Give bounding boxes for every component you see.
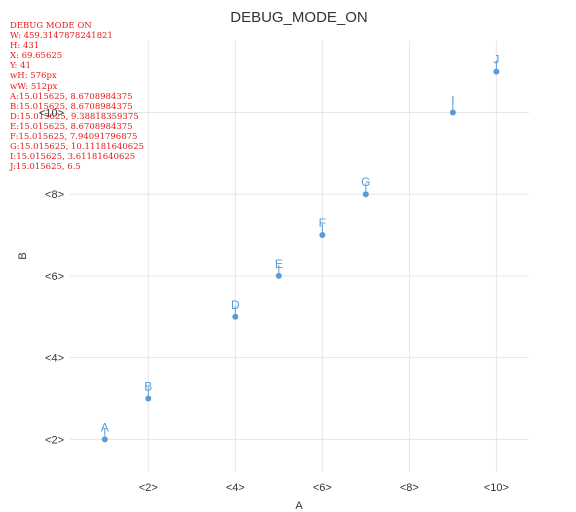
- data-point-a[interactable]: [101, 436, 108, 443]
- data-point-j[interactable]: [493, 68, 500, 75]
- debug-line: wW: 512px: [10, 81, 58, 92]
- point-label: I: [451, 93, 454, 107]
- debug-line: wH: 576px: [10, 71, 57, 82]
- y-tick-label: <2>: [45, 434, 64, 446]
- data-point-f[interactable]: [319, 232, 326, 239]
- chart-title: DEBUG_MODE_ON: [230, 9, 368, 26]
- x-axis-label: A: [295, 500, 303, 512]
- debug-line: G:15.015625, 10.11181640625: [10, 142, 145, 153]
- point-label: D: [231, 298, 240, 312]
- data-point-g[interactable]: [362, 191, 369, 198]
- y-tick-label: <6>: [45, 271, 64, 283]
- x-axis-ticks: <2> <4> <6> <8> <10>: [139, 482, 509, 494]
- debug-line: D:15.015625, 9.38818359375: [10, 111, 139, 122]
- x-tick-label: <10>: [484, 482, 509, 494]
- debug-overlay: DEBUG MODE ON W: 459.3147878241821 H: 431 X…: [10, 21, 144, 172]
- point-label: E: [275, 257, 283, 271]
- data-points: A B D E F G I J: [101, 53, 500, 443]
- y-tick-label: <4>: [45, 353, 64, 365]
- debug-line: A:15.015625, 8.6708984375: [10, 91, 133, 102]
- grid-lines: [70, 41, 529, 472]
- data-point-e[interactable]: [275, 272, 282, 279]
- debug-line: F:15.015625, 7.94091796875: [10, 132, 138, 143]
- point-label: J: [493, 53, 499, 67]
- debug-line: DEBUG MODE ON: [10, 21, 92, 31]
- y-tick-label: <10>: [39, 107, 64, 119]
- debug-line: I:15.015625, 3.61181640625: [10, 152, 136, 163]
- debug-line: W: 459.3147878241821: [10, 31, 113, 42]
- x-tick-label: <2>: [139, 482, 158, 494]
- debug-line: B:15.015625, 8.6708984375: [10, 101, 133, 112]
- point-label: A: [101, 420, 109, 434]
- debug-line: X: 69.65625: [10, 51, 63, 62]
- x-tick-label: <4>: [226, 482, 245, 494]
- debug-line: H: 431: [10, 41, 40, 52]
- x-tick-label: <8>: [400, 482, 419, 494]
- x-tick-label: <6>: [313, 482, 332, 494]
- data-point-i[interactable]: [449, 109, 456, 116]
- y-axis-ticks: <2> <4> <6> <8> <10>: [39, 107, 64, 446]
- debug-line: Y: 41: [10, 61, 31, 72]
- data-point-b[interactable]: [145, 395, 152, 402]
- data-point-d[interactable]: [232, 313, 239, 320]
- y-axis-label: B: [17, 252, 29, 259]
- debug-line: J:15.015625, 6.5: [10, 162, 81, 173]
- point-label: B: [144, 379, 152, 393]
- debug-line: E:15.015625, 8.6708984375: [10, 121, 133, 132]
- point-label: G: [361, 175, 370, 189]
- point-label: F: [319, 216, 326, 230]
- y-tick-label: <8>: [45, 189, 64, 201]
